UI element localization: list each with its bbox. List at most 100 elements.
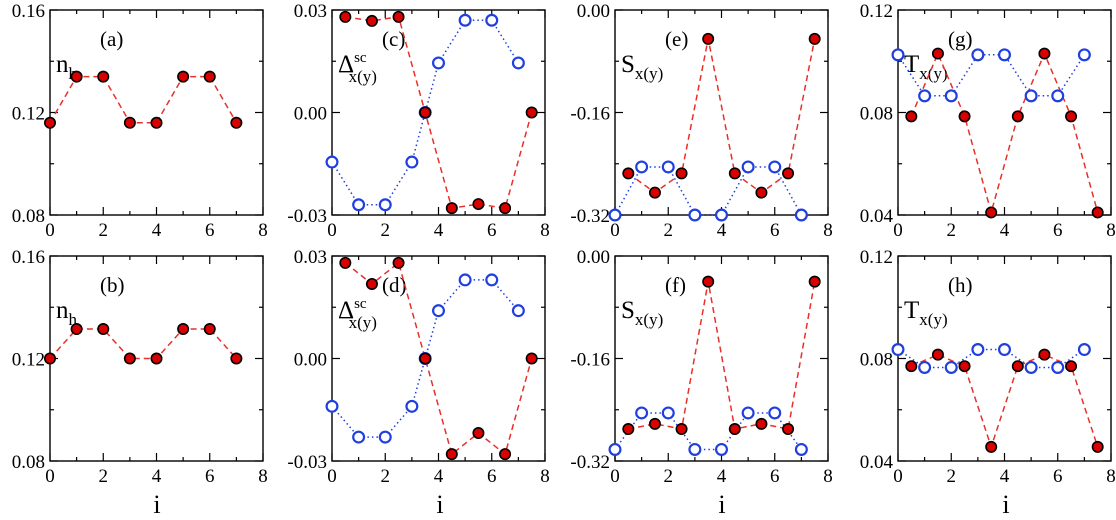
red-data-point — [1065, 110, 1078, 123]
red-data-point — [70, 323, 83, 336]
panel-label: (c) — [382, 27, 405, 51]
blue-data-point — [511, 304, 525, 318]
panel-label: (f) — [665, 273, 686, 297]
x-tick-label: 8 — [540, 220, 550, 241]
blue-data-point — [405, 155, 419, 169]
x-tick-label: 6 — [487, 466, 497, 487]
blue-data-point — [405, 399, 419, 413]
y-tick-label: 0.00 — [294, 350, 327, 371]
blue-data-point — [432, 56, 446, 70]
x-tick-label: 0 — [327, 466, 337, 487]
y-tick-label: -0.03 — [287, 206, 327, 227]
y-axis-label: Δsc x(y) — [338, 296, 377, 332]
blue-data-point — [485, 273, 499, 287]
blue-data-point — [511, 56, 525, 70]
panel-h: 0 2 4 6 8 0.04 0.08 0.12 Tx(y)(h) — [860, 247, 1116, 487]
red-data-point — [728, 167, 741, 180]
red-data-point — [782, 167, 795, 180]
red-data-point — [675, 167, 688, 180]
panel-label: (a) — [100, 27, 123, 51]
red-data-point — [177, 70, 190, 83]
y-tick-label: 0.00 — [294, 104, 327, 125]
x-tick-label: 0 — [327, 220, 337, 241]
x-axis-label-col4: i — [1002, 490, 1009, 519]
blue-data-point — [432, 304, 446, 318]
red-data-point — [97, 70, 110, 83]
x-tick-label: 6 — [205, 466, 215, 487]
y-axis-label: Sx(y) — [621, 51, 663, 83]
blue-series-line — [614, 166, 803, 216]
blue-data-point — [688, 442, 702, 456]
red-data-point — [43, 352, 56, 365]
red-data-point — [525, 352, 538, 365]
red-data-point — [97, 323, 110, 336]
y-tick-label: 0.12 — [12, 104, 45, 125]
panel-e: 0 2 4 6 8 -0.32 -0.16 0.00 Sx(y)(e) — [570, 1, 832, 241]
x-tick-label: 6 — [487, 220, 497, 241]
x-axis-label-col1: i — [153, 490, 160, 519]
y-tick-label: 0.03 — [294, 247, 327, 268]
y-tick-label: 0.00 — [577, 1, 610, 22]
panel-label: (g) — [948, 27, 973, 51]
red-data-point — [1038, 47, 1051, 60]
blue-data-point — [688, 208, 702, 222]
blue-data-point — [891, 343, 905, 357]
red-data-point — [230, 116, 243, 129]
red-data-point — [808, 275, 821, 288]
blue-data-point — [458, 273, 472, 287]
red-data-point — [1011, 360, 1024, 373]
blue-data-point — [458, 13, 472, 27]
red-data-point — [931, 348, 944, 361]
x-tick-label: 0 — [45, 220, 55, 241]
x-tick-label: 4 — [434, 220, 444, 241]
x-tick-label: 4 — [1000, 220, 1010, 241]
red-data-point — [472, 426, 485, 439]
red-data-point — [70, 70, 83, 83]
x-axis-label-col3: i — [718, 490, 725, 519]
panel-b: 0 2 4 6 8 0.08 0.12 0.16 nh (b) — [12, 247, 268, 487]
blue-data-point — [971, 48, 985, 62]
x-tick-label: 8 — [258, 466, 268, 487]
red-series-line — [345, 15, 533, 210]
blue-data-point — [714, 442, 728, 456]
plot-frame — [331, 9, 546, 216]
blue-data-point — [352, 198, 366, 212]
x-tick-label: 2 — [99, 466, 109, 487]
y-tick-label: 0.16 — [12, 1, 45, 22]
x-tick-label: 4 — [717, 220, 727, 241]
y-tick-label: 0.03 — [294, 1, 327, 22]
red-data-point — [985, 440, 998, 453]
y-tick-label: 0.16 — [12, 247, 45, 268]
y-axis-label: Δsc x(y) — [338, 50, 377, 86]
y-tick-label: 0.08 — [12, 206, 45, 227]
y-tick-label: 0.12 — [12, 350, 45, 371]
red-data-point — [123, 352, 136, 365]
blue-data-point — [378, 430, 392, 444]
red-data-point — [150, 116, 163, 129]
y-tick-label: 0.08 — [860, 350, 893, 371]
y-axis-label: nh — [56, 297, 78, 329]
blue-data-point — [485, 13, 499, 27]
red-data-point — [782, 422, 795, 435]
red-series-line — [628, 281, 816, 430]
x-axis-label-col2: i — [436, 490, 443, 519]
red-data-point — [905, 360, 918, 373]
blue-data-point — [891, 48, 905, 62]
x-tick-label: 8 — [823, 466, 833, 487]
panel-c: 0 2 4 6 8 -0.03 0.00 0.03 Δsc x(y)(c) — [287, 1, 549, 241]
red-data-point — [1038, 348, 1051, 361]
y-tick-label: -0.16 — [570, 104, 610, 125]
red-series-line — [49, 75, 238, 124]
y-tick-label: 0.08 — [860, 104, 893, 125]
red-data-point — [339, 256, 352, 269]
red-data-point — [43, 116, 56, 129]
red-data-point — [499, 448, 512, 461]
red-data-point — [339, 10, 352, 23]
red-data-point — [931, 47, 944, 60]
y-tick-label: -0.32 — [570, 452, 610, 473]
y-tick-label: 0.04 — [860, 452, 894, 473]
red-data-point — [622, 422, 635, 435]
x-tick-label: 6 — [205, 220, 215, 241]
